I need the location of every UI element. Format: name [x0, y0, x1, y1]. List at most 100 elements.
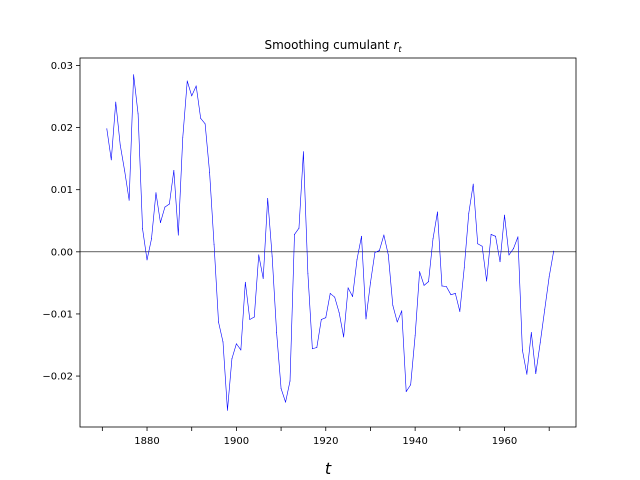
title-text: Smoothing cumulant [264, 38, 389, 52]
data-point [495, 235, 496, 237]
data-point [222, 341, 224, 343]
data-point [209, 171, 210, 173]
chart-title: Smoothing cumulant rt [264, 38, 402, 54]
data-point [477, 243, 479, 245]
data-point [137, 113, 139, 115]
data-point [334, 296, 336, 298]
data-point [548, 276, 550, 278]
data-point [423, 284, 425, 286]
y-tick-label: −0.01 [42, 309, 73, 320]
data-point [155, 192, 157, 194]
data-point [106, 128, 108, 130]
data-point [481, 245, 483, 247]
x-tick-label: 1960 [492, 436, 517, 447]
data-point [446, 286, 447, 288]
data-point [186, 80, 188, 82]
axes-frame [79, 57, 577, 428]
data-point [387, 254, 389, 256]
data-point [535, 373, 537, 374]
data-point [271, 255, 273, 257]
data-point [517, 236, 519, 238]
data-point [316, 347, 318, 348]
data-point [454, 293, 456, 294]
data-point [164, 206, 166, 208]
x-axis-label: t [325, 459, 332, 478]
data-point [539, 342, 541, 343]
y-axis-ticks: −0.02 −0.01 0.00 0.01 0.02 0.03 [42, 61, 80, 383]
data-point [218, 321, 219, 323]
data-point [267, 197, 269, 199]
data-point [276, 332, 278, 333]
data-point [468, 212, 470, 214]
data-point [365, 318, 367, 320]
data-point [396, 321, 398, 323]
data-point [553, 250, 555, 252]
data-point [231, 358, 233, 360]
plot-area [79, 57, 577, 428]
x-tick-label: 1940 [402, 436, 427, 447]
data-point [472, 183, 474, 185]
data-point [486, 280, 488, 282]
data-point [463, 266, 465, 268]
data-point [320, 319, 322, 320]
data-point [356, 258, 358, 260]
data-point [146, 259, 148, 261]
data-point [405, 391, 407, 392]
data-point [124, 170, 126, 172]
data-point [329, 293, 331, 294]
data-point [182, 137, 184, 138]
data-point [490, 234, 492, 235]
data-point [544, 309, 546, 310]
data-point [526, 373, 528, 375]
data-point [352, 296, 353, 297]
data-point [294, 234, 295, 235]
data-point [392, 304, 394, 306]
data-point [133, 74, 135, 76]
data-point [204, 123, 206, 125]
title-math-variable: r [393, 38, 399, 52]
data-point [383, 234, 385, 236]
data-point [437, 211, 438, 213]
data-point [401, 310, 403, 312]
data-point [378, 250, 380, 251]
data-point [298, 227, 300, 229]
data-point [459, 311, 461, 312]
data-point [361, 235, 362, 237]
data-point [370, 282, 371, 284]
title-math-subscript: t [398, 45, 402, 54]
data-point [240, 349, 242, 351]
data-point [347, 287, 349, 289]
data-point [128, 199, 130, 201]
data-point [428, 281, 429, 283]
data-point [244, 281, 246, 283]
data-point [258, 254, 260, 256]
x-tick-label: 1880 [134, 436, 159, 447]
data-point [115, 101, 117, 103]
data-point [499, 261, 501, 263]
data-point [508, 254, 510, 256]
data-point [191, 95, 193, 97]
data-point [419, 271, 421, 273]
data-point [285, 401, 286, 403]
data-point [325, 317, 327, 319]
data-point [142, 228, 143, 230]
data-point [521, 349, 523, 351]
data-point [262, 278, 264, 279]
data-point [307, 273, 309, 274]
y-tick-label: 0.03 [51, 61, 73, 72]
data-point [530, 332, 532, 333]
data-point [249, 319, 251, 320]
data-point [338, 312, 340, 314]
data-point [343, 336, 345, 338]
data-point [303, 151, 304, 153]
data-point [311, 348, 313, 350]
data-point [227, 409, 228, 411]
data-point [374, 252, 376, 253]
data-point [177, 234, 179, 236]
data-points [106, 74, 555, 411]
x-tick-label: 1920 [313, 436, 338, 447]
data-point [168, 203, 170, 205]
data-point [450, 294, 452, 296]
